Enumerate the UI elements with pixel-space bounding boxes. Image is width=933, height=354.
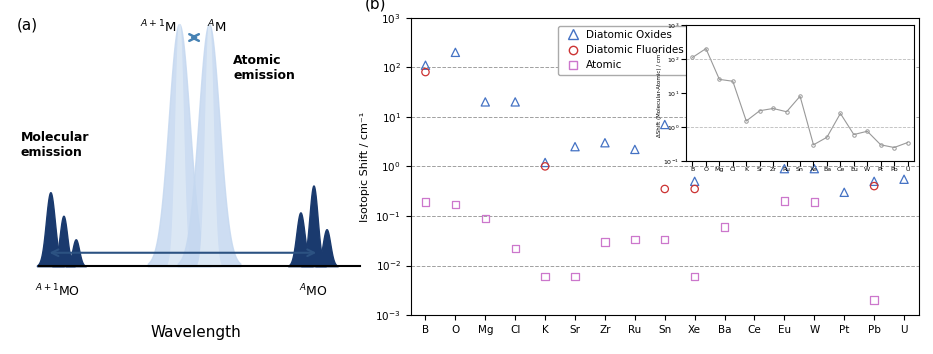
Text: Wavelength: Wavelength bbox=[150, 325, 242, 340]
Point bbox=[867, 178, 882, 184]
Point bbox=[717, 147, 732, 152]
Point bbox=[897, 176, 912, 182]
Point bbox=[448, 202, 463, 207]
Point bbox=[478, 215, 493, 221]
Point bbox=[508, 99, 522, 105]
Point bbox=[777, 198, 792, 204]
Text: (a): (a) bbox=[17, 17, 38, 32]
Text: (b): (b) bbox=[365, 0, 386, 12]
Point bbox=[867, 183, 882, 189]
Point bbox=[418, 199, 433, 205]
Text: $^{A}$M: $^{A}$M bbox=[207, 19, 226, 36]
Point bbox=[657, 237, 672, 242]
Point bbox=[597, 140, 612, 145]
Point bbox=[688, 186, 703, 192]
Point bbox=[688, 274, 703, 279]
Point bbox=[537, 274, 552, 279]
Point bbox=[418, 69, 433, 75]
Point bbox=[867, 297, 882, 303]
Text: Molecular
emission: Molecular emission bbox=[21, 131, 89, 159]
Point bbox=[777, 166, 792, 171]
Point bbox=[627, 147, 642, 152]
Point bbox=[567, 144, 582, 149]
Point bbox=[657, 186, 672, 192]
Point bbox=[717, 224, 732, 230]
Text: $^{A+1}$M: $^{A+1}$M bbox=[140, 19, 177, 36]
Point bbox=[597, 239, 612, 245]
Point bbox=[508, 246, 522, 251]
Point bbox=[478, 99, 493, 105]
Point bbox=[657, 122, 672, 127]
Point bbox=[567, 274, 582, 279]
Point bbox=[537, 164, 552, 169]
Point bbox=[418, 62, 433, 68]
Y-axis label: Isotopic Shift / cm⁻¹: Isotopic Shift / cm⁻¹ bbox=[360, 111, 369, 222]
Legend: Diatomic Oxides, Diatomic Fluorides, Atomic: Diatomic Oxides, Diatomic Fluorides, Ato… bbox=[558, 26, 689, 75]
Point bbox=[688, 178, 703, 184]
Point bbox=[837, 189, 852, 195]
Point bbox=[537, 160, 552, 165]
Y-axis label: ΔShift (Molecular-Atomic) / cm⁻¹: ΔShift (Molecular-Atomic) / cm⁻¹ bbox=[656, 49, 662, 137]
Point bbox=[807, 199, 822, 205]
Text: $^{A+1}$MO: $^{A+1}$MO bbox=[35, 283, 80, 299]
Point bbox=[627, 237, 642, 242]
Text: Atomic
emission: Atomic emission bbox=[233, 54, 295, 82]
Point bbox=[807, 166, 822, 171]
Point bbox=[448, 50, 463, 55]
Text: $^{A}$MO: $^{A}$MO bbox=[299, 283, 327, 299]
